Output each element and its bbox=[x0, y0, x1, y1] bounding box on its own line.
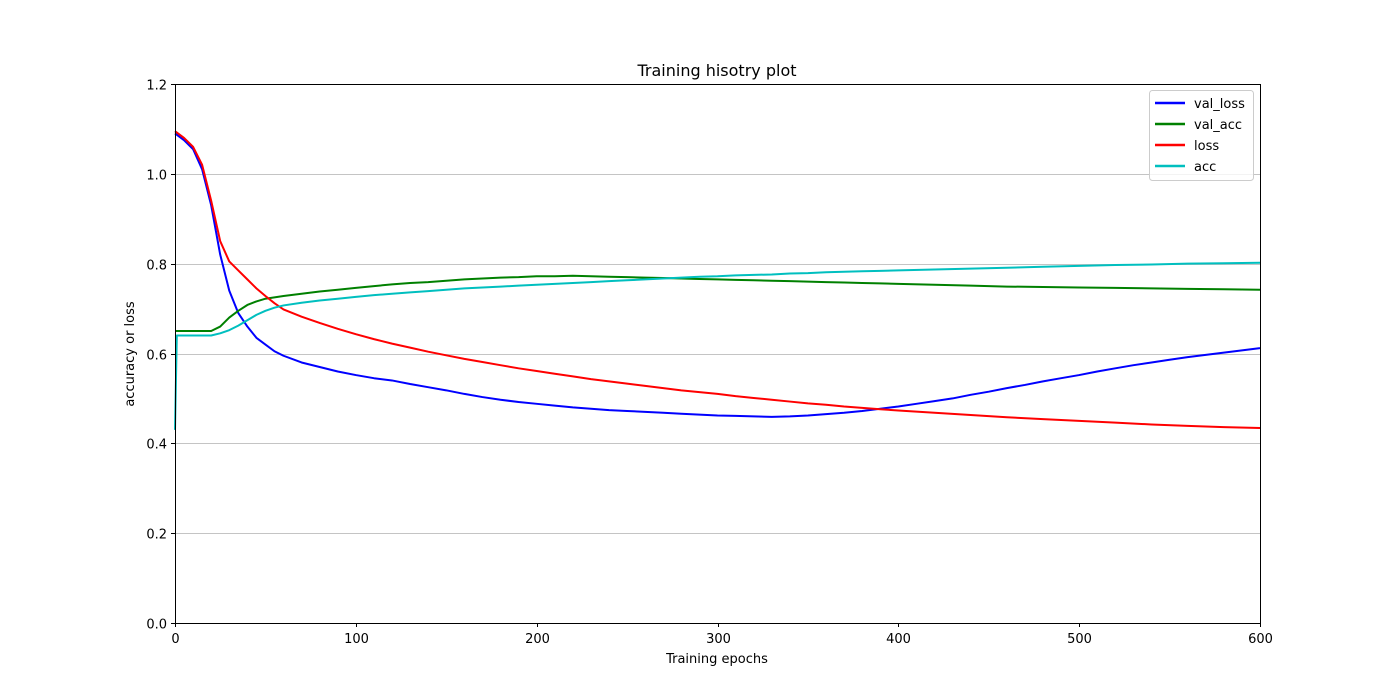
y-tick-label-6: 1.2 bbox=[146, 79, 167, 94]
y-tick-label-0: 0.0 bbox=[146, 618, 167, 633]
series-line-acc bbox=[174, 261, 1261, 430]
plot-frame bbox=[175, 84, 1261, 624]
series-line-loss bbox=[174, 130, 1261, 430]
y-axis: 0.0 0.2 0.4 0.6 0.8 1.0 1.2 bbox=[146, 79, 175, 633]
legend-label-val_acc: val_acc bbox=[1194, 118, 1242, 133]
x-tick-label-2: 200 bbox=[525, 632, 550, 647]
series-line-val_acc bbox=[175, 274, 1261, 333]
x-tick-label-3: 300 bbox=[706, 632, 731, 647]
x-axis: 0 100 200 300 400 500 600 bbox=[171, 623, 1273, 647]
legend-label-val_loss: val_loss bbox=[1194, 97, 1245, 112]
legend-label-loss: loss bbox=[1194, 139, 1219, 154]
x-tick-label-6: 600 bbox=[1248, 632, 1273, 647]
y-tick-label-5: 1.0 bbox=[146, 169, 167, 184]
y-tick-label-3: 0.6 bbox=[146, 349, 167, 364]
legend-label-acc: acc bbox=[1194, 160, 1216, 175]
series-line-val_loss bbox=[174, 132, 1261, 418]
chart-title: Training hisotry plot bbox=[637, 61, 797, 80]
y-axis-label: accuracy or loss bbox=[123, 301, 138, 407]
x-tick-label-4: 400 bbox=[886, 632, 911, 647]
y-tick-label-1: 0.2 bbox=[146, 528, 167, 543]
y-tick-label-4: 0.8 bbox=[146, 259, 167, 274]
x-tick-label-1: 100 bbox=[344, 632, 369, 647]
series-layer bbox=[174, 130, 1261, 430]
grid-lines bbox=[175, 174, 1260, 534]
legend-box bbox=[1149, 90, 1254, 181]
x-tick-label-5: 500 bbox=[1067, 632, 1092, 647]
x-axis-label: Training epochs bbox=[665, 652, 768, 667]
x-tick-label-0: 0 bbox=[171, 632, 179, 647]
y-tick-label-2: 0.4 bbox=[146, 438, 167, 453]
